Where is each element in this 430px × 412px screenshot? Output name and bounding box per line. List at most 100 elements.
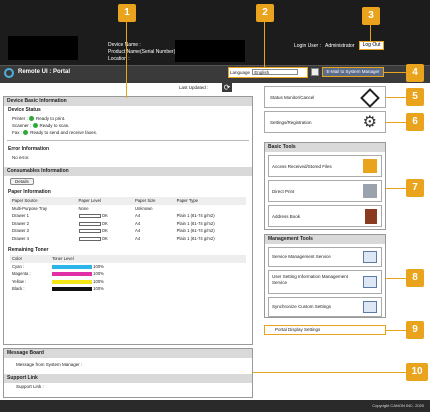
printer-icon (363, 184, 377, 198)
table-row: Drawer 3 OK A4 Plain 1 (61-74 g/m2) (10, 227, 246, 235)
toner-color: Black : (12, 286, 25, 292)
details-button[interactable]: Details (10, 178, 34, 185)
management-tools-title: Management Tools (265, 235, 385, 244)
table-row: Cyan : 100% (10, 263, 246, 271)
toner-level: 100% (50, 263, 246, 271)
paper-size: Unknown (135, 205, 153, 211)
address-book-button[interactable]: Address Book (268, 205, 382, 227)
status-label: Printer : (12, 116, 28, 121)
toner-level: 100% (50, 270, 246, 278)
status-value: Ready to send and receive faxes. (30, 130, 98, 135)
paper-type: Plain 1 (61-74 g/m2) (176, 213, 215, 219)
synchronize-settings-button[interactable]: Synchronize Custom Settings (268, 297, 382, 317)
logout-button[interactable]: Log Out (359, 41, 384, 50)
status-printer: Printer : Ready to print. (4, 115, 252, 122)
table-row: Magenta : 100% (10, 270, 246, 278)
paper-level: OK (77, 235, 134, 243)
toner-color: Cyan : (12, 263, 25, 269)
paper-size: A4 (135, 228, 141, 234)
error-info-title: Error Information (8, 146, 50, 152)
paper-type (175, 205, 246, 213)
tool-label: Access Received/Stored Files (272, 164, 332, 169)
ready-icon (23, 130, 29, 136)
paper-level-bar (78, 214, 101, 219)
language-select[interactable]: English (252, 69, 299, 75)
basic-tools-title: Basic Tools (265, 143, 385, 152)
main-panel: Last Updated : Device Basic Information … (3, 85, 253, 345)
paper-level-bar (78, 221, 101, 226)
paper-info-title: Paper Information (8, 189, 51, 195)
paper-size: A4 (135, 220, 141, 226)
tool-label: User Setting Information Management Serv… (272, 274, 349, 285)
status-monitor-icon (360, 88, 380, 108)
status-monitor-button[interactable]: Status Monitor/Cancel (264, 86, 386, 108)
product-name-label: Product Name(Serial Number) : (108, 49, 179, 55)
callout-8: 8 (406, 269, 424, 287)
tool-label: Synchronize Custom Settings (272, 304, 332, 309)
login-user-label: Login User : (294, 43, 321, 49)
paper-level: OK (77, 220, 134, 228)
status-monitor-label: Status Monitor/Cancel (270, 95, 315, 100)
service-management-button[interactable]: Service Management Service (268, 247, 382, 267)
refresh-icon[interactable]: ⟳ (222, 83, 232, 92)
remaining-toner-title: Remaining Toner (8, 247, 49, 253)
last-updated-label: Last Updated : (179, 85, 209, 90)
toner-level: 100% (50, 278, 246, 286)
footer: Copyright CANON INC. 2020 (0, 400, 430, 412)
table-row: Drawer 1 OK A4 Plain 1 (61-74 g/m2) (10, 212, 246, 220)
toner-bar (52, 287, 92, 292)
device-basic-info-title: Device Basic Information (4, 97, 252, 106)
paper-source: Drawer 1 (12, 213, 29, 219)
ready-icon (32, 123, 38, 129)
callout-1: 1 (118, 4, 136, 22)
callout-4: 4 (406, 64, 424, 82)
paper-type: Plain 1 (61-74 g/m2) (176, 220, 215, 226)
toner-pct: 100% (93, 263, 104, 269)
paper-level-bar (78, 229, 101, 234)
device-status-title: Device Status (8, 107, 41, 113)
language-selector: Language English (228, 67, 308, 78)
toner-bar (52, 264, 92, 269)
paper-level-text: OK (101, 213, 108, 219)
paper-level-text: OK (101, 220, 108, 226)
toner-table: Color Toner Level Cyan : 100% Magenta : 1… (10, 255, 246, 293)
callout-7: 7 (406, 179, 424, 197)
message-panel: Message Board Message from System Manage… (3, 348, 253, 398)
col-header: Paper Size (135, 198, 156, 204)
paper-source: Drawer 4 (12, 235, 29, 241)
user-setting-management-button[interactable]: User Setting Information Management Serv… (268, 270, 382, 294)
callout-2: 2 (256, 4, 274, 22)
status-fax: Fax : Ready to send and receive faxes. (4, 129, 252, 136)
tool-label: Direct Print (272, 189, 295, 194)
gear-icon: ⚙ (362, 114, 377, 131)
remote-ui-logo-icon (4, 68, 14, 78)
settings-registration-button[interactable]: Settings/Registration ⚙ (264, 111, 386, 133)
toner-color: Yellow : (12, 278, 27, 284)
table-row: Multi-Purpose Tray None Unknown (10, 205, 246, 213)
callout-3: 3 (362, 7, 380, 25)
language-apply-icon[interactable] (311, 68, 319, 76)
col-header: Paper Type (176, 198, 198, 204)
table-row: Black : 100% (10, 285, 246, 293)
support-link-text[interactable]: Support Link : (16, 384, 44, 389)
paper-source: Multi-Purpose Tray (12, 205, 48, 211)
direct-print-button[interactable]: Direct Print (268, 180, 382, 202)
paper-level: OK (77, 227, 134, 235)
table-row: Drawer 2 OK A4 Plain 1 (61-74 g/m2) (10, 220, 246, 228)
access-files-button[interactable]: Access Received/Stored Files (268, 155, 382, 177)
message-board-text: Message from System Manager : (16, 362, 83, 367)
page-title: Remote UI : Portal (18, 69, 71, 75)
status-label: Scanner : (12, 123, 32, 128)
email-system-manager-button[interactable]: E-Mail to System Manager (322, 67, 384, 77)
folder-icon (363, 159, 377, 173)
portal-display-settings-link[interactable]: Portal Display Settings (264, 325, 386, 335)
col-header: Toner Level (52, 256, 74, 262)
paper-size: A4 (135, 235, 141, 241)
language-label: Language (230, 70, 251, 75)
consumables-title: Consumables Information (4, 167, 252, 176)
error-value: No error. (12, 155, 30, 160)
callout-5: 5 (406, 88, 424, 106)
status-value: Ready to scan. (39, 123, 70, 128)
basic-tools-panel: Basic Tools Access Received/Stored Files… (264, 142, 386, 230)
toner-color: Magenta : (12, 271, 31, 277)
